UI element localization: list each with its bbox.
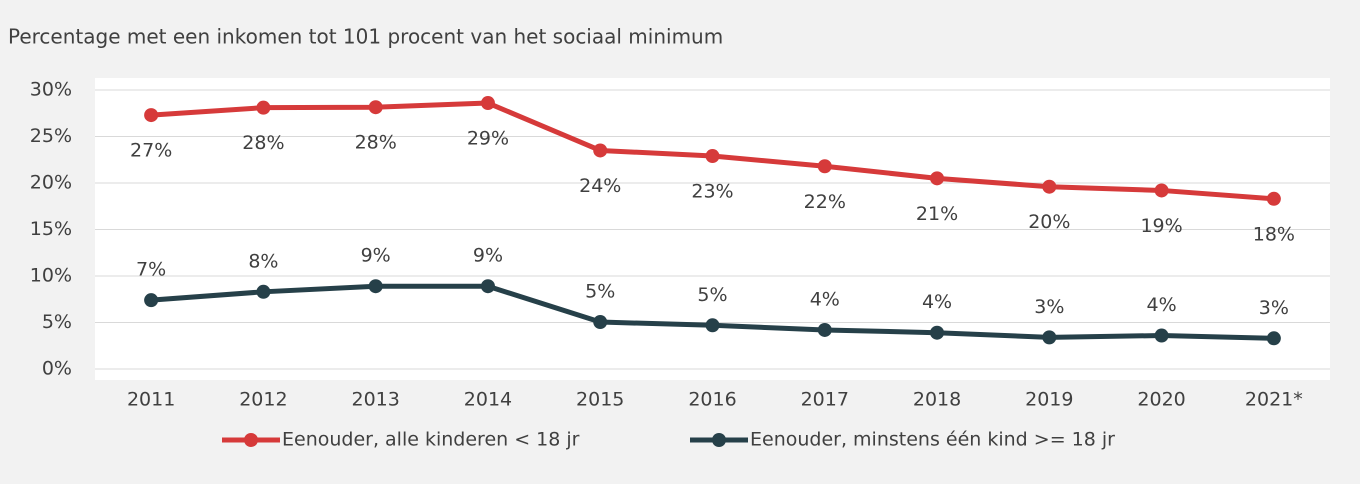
data-point <box>1266 191 1281 206</box>
data-point <box>930 325 945 340</box>
data-point <box>480 279 495 294</box>
data-label: 4% <box>1147 294 1177 316</box>
data-point <box>1042 330 1057 345</box>
data-point <box>1266 331 1281 346</box>
x-tick-label: 2016 <box>688 389 736 411</box>
data-label: 29% <box>467 128 509 150</box>
data-point <box>705 318 720 333</box>
data-point <box>1154 328 1169 343</box>
data-point <box>817 322 832 337</box>
legend-marker <box>244 433 258 447</box>
data-point <box>480 96 495 111</box>
x-tick-label: 2011 <box>127 389 175 411</box>
data-label: 7% <box>136 259 166 281</box>
data-label: 5% <box>585 281 615 303</box>
data-label: 21% <box>916 203 958 225</box>
x-tick-label: 2020 <box>1137 389 1185 411</box>
x-tick-label: 2012 <box>239 389 287 411</box>
data-label: 3% <box>1259 297 1289 319</box>
data-label: 20% <box>1028 211 1070 233</box>
data-point <box>1042 179 1057 194</box>
y-tick-label: 0% <box>42 358 72 380</box>
y-tick-label: 10% <box>30 265 72 287</box>
x-tick-label: 2015 <box>576 389 624 411</box>
chart-title: Percentage met een inkomen tot 101 proce… <box>8 25 723 49</box>
y-tick-label: 15% <box>30 218 72 240</box>
data-point <box>705 149 720 164</box>
data-point <box>256 284 271 299</box>
data-point <box>817 159 832 174</box>
data-label: 24% <box>579 175 621 197</box>
x-tick-label: 2017 <box>801 389 849 411</box>
x-tick-label: 2018 <box>913 389 961 411</box>
data-label: 28% <box>242 132 284 154</box>
y-tick-label: 5% <box>42 311 72 333</box>
y-tick-label: 25% <box>30 125 72 147</box>
data-point <box>144 108 159 123</box>
data-label: 28% <box>355 132 397 154</box>
data-label: 3% <box>1034 296 1064 318</box>
legend-marker <box>712 433 726 447</box>
x-tick-label: 2013 <box>352 389 400 411</box>
data-point <box>1154 183 1169 198</box>
data-point <box>256 100 271 115</box>
data-label: 9% <box>473 245 503 267</box>
data-point <box>930 171 945 186</box>
y-tick-label: 30% <box>30 79 72 101</box>
data-label: 9% <box>361 245 391 267</box>
x-tick-label: 2014 <box>464 389 512 411</box>
y-tick-label: 20% <box>30 172 72 194</box>
data-label: 22% <box>804 191 846 213</box>
data-label: 4% <box>922 291 952 313</box>
data-label: 4% <box>810 288 840 310</box>
data-label: 5% <box>697 284 727 306</box>
legend-label: Eenouder, minstens één kind >= 18 jr <box>750 429 1115 451</box>
x-tick-label: 2019 <box>1025 389 1073 411</box>
data-point <box>593 143 608 158</box>
data-label: 18% <box>1253 223 1295 245</box>
x-tick-label: 2021* <box>1245 389 1303 411</box>
data-point <box>368 279 383 294</box>
data-label: 27% <box>130 140 172 162</box>
data-label: 23% <box>691 181 733 203</box>
data-point <box>593 315 608 330</box>
data-label: 19% <box>1140 215 1182 237</box>
legend-label: Eenouder, alle kinderen < 18 jr <box>282 429 580 451</box>
data-point <box>368 100 383 115</box>
data-label: 8% <box>248 250 278 272</box>
data-point <box>144 293 159 308</box>
